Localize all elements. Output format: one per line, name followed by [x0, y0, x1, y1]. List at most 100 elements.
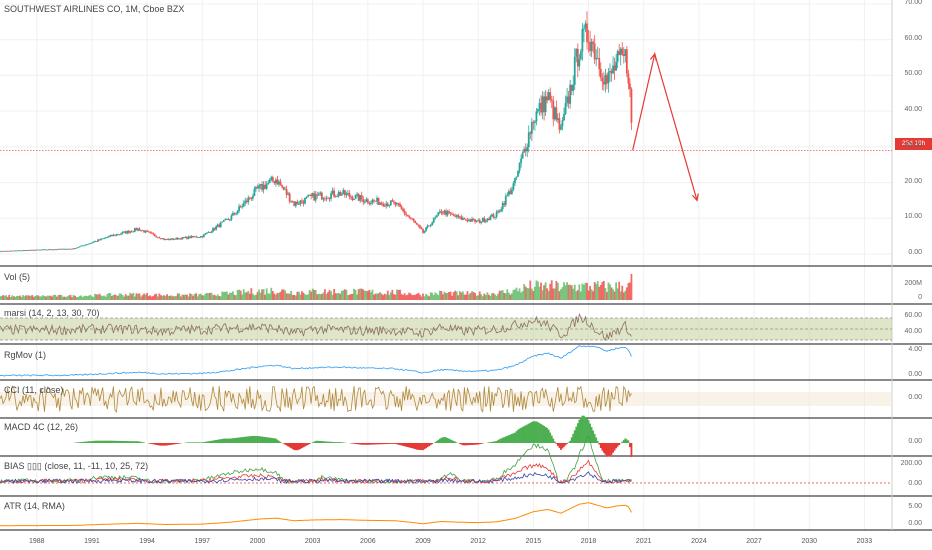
- volume-bar: [317, 293, 320, 300]
- macd-pane[interactable]: [74, 415, 633, 457]
- candle-body: [270, 177, 273, 180]
- macd-bar: [561, 443, 564, 449]
- macd-bar: [264, 437, 267, 443]
- volume-bar: [238, 289, 240, 300]
- volume-bar: [365, 290, 368, 300]
- candle-body: [239, 206, 242, 208]
- volume-bar: [80, 295, 83, 300]
- volume-bar: [19, 295, 21, 300]
- candle-body: [587, 41, 590, 43]
- macd-bar: [141, 442, 144, 443]
- bias-pane[interactable]: [0, 435, 892, 485]
- vol-tick-zero: 0: [918, 294, 922, 301]
- volume-bar: [202, 295, 205, 300]
- candle-body: [221, 221, 224, 223]
- volume-bar: [469, 292, 472, 300]
- price-pane[interactable]: [0, 11, 892, 253]
- candle-body: [35, 249, 38, 251]
- macd-bar: [132, 441, 135, 443]
- macd-bar: [219, 439, 222, 443]
- macd-bar: [526, 424, 529, 443]
- volume-bar: [385, 294, 388, 300]
- macd-bar: [351, 443, 354, 444]
- macd-bar: [579, 417, 582, 443]
- volume-bar: [137, 293, 139, 300]
- candle-body: [345, 193, 348, 196]
- candle-body: [451, 213, 454, 215]
- cci-label[interactable]: CCI (11, close): [4, 385, 64, 395]
- candle-body: [558, 118, 561, 130]
- rgmov-pane[interactable]: [0, 345, 632, 377]
- volume-bar: [566, 282, 568, 300]
- volume-bar: [123, 296, 126, 300]
- candle-body: [48, 249, 50, 251]
- macd-bar: [327, 441, 329, 443]
- candle-body: [443, 210, 446, 214]
- atr-pane[interactable]: [0, 502, 632, 527]
- macd-bar: [311, 442, 314, 443]
- volume-bar: [615, 282, 618, 300]
- candle-body: [351, 196, 354, 200]
- candle-body: [445, 210, 447, 216]
- candle-body: [46, 249, 49, 251]
- candle-body: [584, 23, 587, 29]
- macd-bar: [507, 435, 510, 443]
- volume-bar: [313, 289, 316, 300]
- candle-body: [264, 184, 267, 189]
- candle-body: [517, 170, 519, 177]
- candle-body: [209, 232, 211, 233]
- volume-bar: [126, 295, 129, 300]
- candle-body: [110, 235, 113, 237]
- volume-bar: [114, 294, 116, 300]
- macd-bar: [599, 443, 602, 448]
- macd-bar: [440, 437, 443, 443]
- volume-bar: [262, 289, 265, 300]
- volume-bar: [442, 294, 444, 300]
- volume-bar: [619, 291, 622, 300]
- volume-bar: [216, 294, 219, 300]
- candle-body: [334, 196, 337, 198]
- volume-pane[interactable]: [0, 274, 633, 300]
- macd-bar: [415, 443, 418, 450]
- macd-bar: [100, 440, 103, 443]
- projection-arrow[interactable]: [632, 51, 699, 202]
- volume-bar: [351, 293, 354, 300]
- macd-bar: [549, 432, 552, 443]
- volume-bar: [210, 292, 213, 300]
- volume-bar: [376, 293, 378, 300]
- rgmov-label[interactable]: RgMov (1): [4, 350, 47, 360]
- volume-bar: [524, 286, 527, 300]
- volume-bar: [452, 292, 455, 300]
- candle-body: [402, 208, 404, 212]
- macd-bar: [431, 443, 434, 445]
- candle-body: [483, 218, 486, 222]
- candle-body: [507, 191, 510, 196]
- macd-bar: [149, 443, 152, 444]
- macd-bar: [267, 437, 270, 443]
- candle-body: [271, 177, 274, 181]
- macd-label[interactable]: MACD 4C (12, 26): [4, 422, 79, 432]
- volume-bar: [34, 296, 37, 300]
- cci-pane[interactable]: [0, 385, 892, 413]
- macd-bar: [288, 443, 291, 448]
- vol-label[interactable]: Vol (5): [4, 272, 31, 282]
- bias-label[interactable]: BIAS ▯▯▯ (close, 11, -11, 10, 25, 72): [4, 461, 149, 471]
- candle-body: [255, 186, 257, 189]
- macd-bar: [394, 443, 397, 444]
- marsi-label[interactable]: marsi (14, 2, 13, 30, 70): [4, 308, 100, 318]
- volume-bar: [267, 293, 270, 300]
- candle-body: [304, 197, 306, 204]
- macd-bar: [301, 443, 303, 449]
- marsi-pane[interactable]: [0, 313, 892, 342]
- macd-bar: [225, 438, 228, 443]
- candle-body: [399, 203, 401, 207]
- macd-bar: [572, 433, 575, 443]
- candle-body: [170, 238, 173, 240]
- atr-label[interactable]: ATR (14, RMA): [4, 501, 65, 511]
- macd-bar: [89, 441, 92, 443]
- volume-bar: [279, 291, 282, 300]
- candle-body: [138, 228, 141, 231]
- candle-body: [52, 249, 55, 251]
- candle-body: [31, 249, 34, 251]
